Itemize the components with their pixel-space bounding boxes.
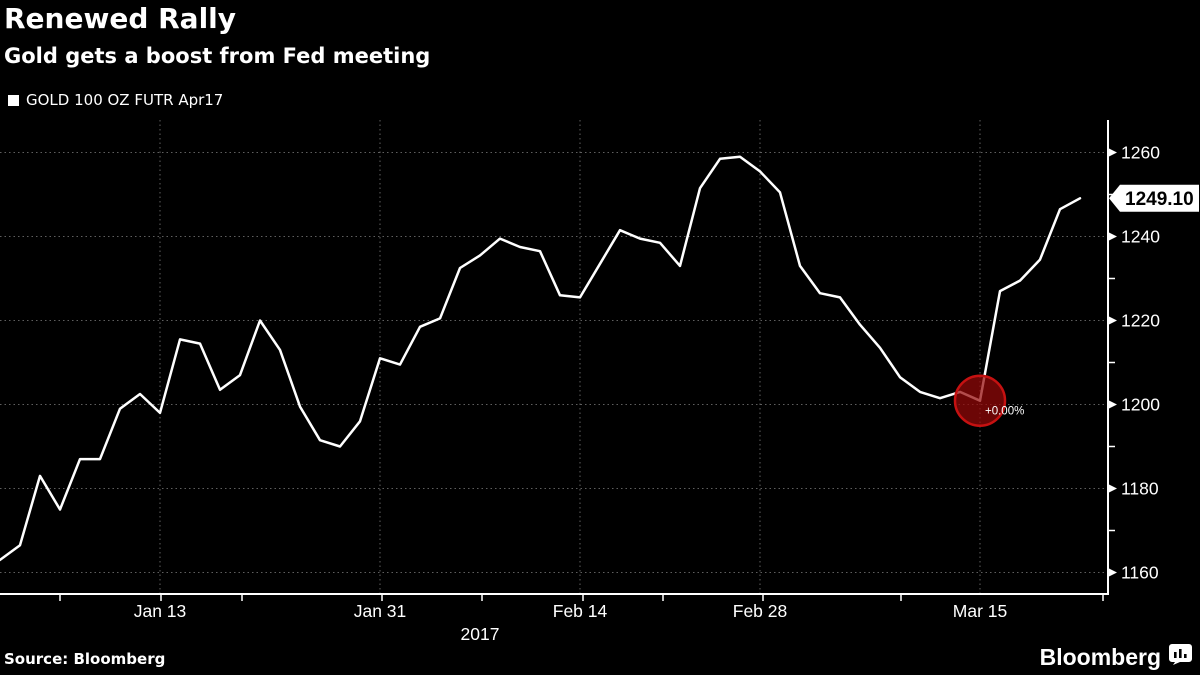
price-line bbox=[0, 155, 1082, 562]
y-tick-arrow-icon bbox=[1108, 232, 1117, 241]
y-tick-arrow-icon bbox=[1108, 316, 1117, 325]
annotation-circle bbox=[953, 374, 1007, 427]
last-price-tag bbox=[1109, 184, 1199, 212]
legend-swatch-icon bbox=[8, 94, 19, 106]
y-tick-label: 1220 bbox=[1121, 311, 1160, 331]
legend: GOLD 100 OZ FUTR Apr17 bbox=[8, 91, 223, 109]
x-tick-label: Jan 31 bbox=[354, 601, 407, 621]
x-tick-label: Feb 14 bbox=[553, 601, 608, 621]
bloomberg-wordmark: Bloomberg bbox=[1039, 644, 1161, 670]
y-tick-label: 1240 bbox=[1121, 227, 1160, 247]
y-tick-arrow-icon bbox=[1108, 400, 1117, 409]
x-tick-label: Mar 15 bbox=[953, 601, 1007, 621]
y-tick-arrow-icon bbox=[1108, 148, 1117, 157]
x-tick-label: Feb 28 bbox=[733, 601, 787, 621]
annotation-label: +0.00% bbox=[985, 406, 1024, 418]
last-price-label: 1249.10 bbox=[1125, 189, 1194, 210]
source-note: Source: Bloomberg bbox=[4, 650, 166, 668]
bloomberg-terminal-icon bbox=[1169, 644, 1192, 671]
y-tick-label: 1160 bbox=[1121, 563, 1159, 583]
legend-label: GOLD 100 OZ FUTR Apr17 bbox=[26, 91, 224, 109]
chart-title: Renewed Rally bbox=[4, 2, 237, 35]
y-tick-arrow-icon bbox=[1108, 568, 1117, 577]
y-tick-label: 1180 bbox=[1121, 479, 1159, 499]
x-tick-label: Jan 13 bbox=[134, 601, 187, 621]
chart-subtitle: Gold gets a boost from Fed meeting bbox=[4, 44, 431, 68]
x-axis-year-label: 2017 bbox=[461, 624, 500, 644]
bloomberg-logo: Bloomberg bbox=[1040, 644, 1192, 671]
y-tick-label: 1260 bbox=[1121, 143, 1160, 163]
y-tick-label: 1200 bbox=[1121, 395, 1160, 415]
y-tick-arrow-icon bbox=[1108, 484, 1117, 493]
